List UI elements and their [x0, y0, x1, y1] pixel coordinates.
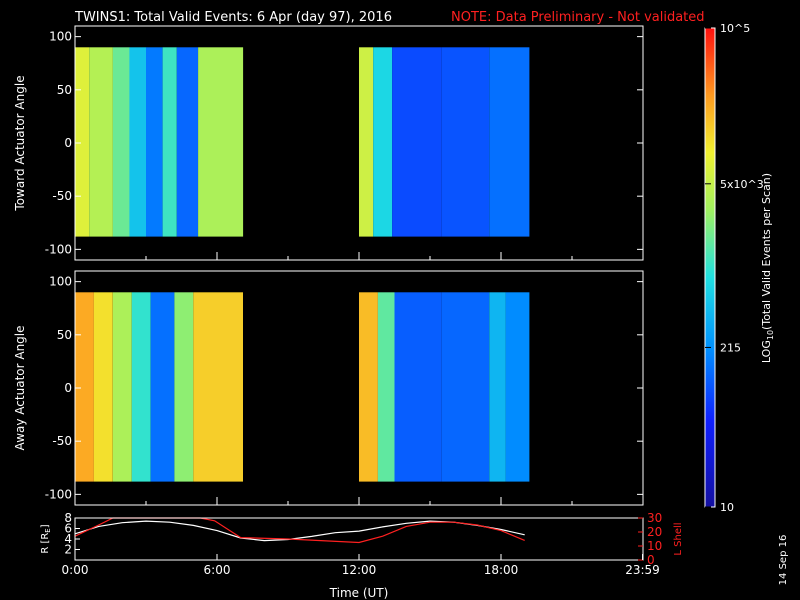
- colorbar-tick-label: 10: [720, 501, 734, 514]
- r-tick-label: 4: [64, 532, 72, 546]
- away-y-ticks: 100 50 0 -50 -100: [45, 275, 644, 505]
- heatmap-cell: [75, 292, 94, 482]
- heatmap-cell: [394, 292, 442, 482]
- heatmap-cell: [373, 47, 393, 237]
- ephemeris-lines: [74, 517, 525, 544]
- heatmap-cell: [359, 47, 374, 237]
- time-axis-ticks: 0:00 6:00 12:00 18:00 23:59: [62, 554, 660, 577]
- r-tick-label: 8: [64, 511, 72, 525]
- lshell-tick-label: 20: [647, 525, 662, 539]
- toward-heatmap-cells: [75, 47, 530, 237]
- heatmap-cell: [198, 47, 244, 237]
- y-tick-label: 50: [57, 328, 72, 342]
- y-tick-label: 0: [64, 381, 72, 395]
- heatmap-cell: [150, 292, 175, 482]
- y-tick-label: 0: [64, 136, 72, 150]
- colorbar-ticks: 10^5 5x10^3 215 10: [705, 22, 764, 514]
- ephemeris-panel-frame: [74, 517, 644, 561]
- toward-y-label: Toward Actuator Angle: [13, 75, 27, 211]
- heatmap-cell: [112, 292, 132, 482]
- colorbar-label: LOG10(Total Valid Events per Scan): [760, 173, 775, 363]
- away-y-label: Away Actuator Angle: [13, 325, 27, 450]
- y-tick-label: 100: [49, 30, 72, 44]
- heatmap-cell: [441, 292, 490, 482]
- preliminary-note: NOTE: Data Preliminary - Not validated: [451, 10, 705, 25]
- time-tick-label: 0:00: [62, 563, 89, 577]
- heatmap-cell: [392, 47, 442, 237]
- y-tick-label: -50: [52, 189, 72, 203]
- time-tick-label: 18:00: [484, 563, 519, 577]
- lshell-tick-label: 10: [647, 539, 662, 553]
- y-tick-label: -50: [52, 434, 72, 448]
- y-tick-label: -100: [45, 487, 72, 501]
- lshell-tick-label: 0: [647, 553, 655, 567]
- r-tick-label: 6: [64, 522, 72, 536]
- y-tick-label: 100: [49, 275, 72, 289]
- r-tick-label: 2: [64, 543, 72, 557]
- date-stamp: 14 Sep 16: [778, 535, 789, 586]
- heatmap-cell: [89, 47, 113, 237]
- heatmap-cell: [174, 292, 194, 482]
- heatmap-cell: [75, 47, 90, 237]
- lshell-axis-label: L Shell: [673, 522, 684, 555]
- away-heatmap-panel: 100 50 0 -50 -100 Away Actuator Angle: [13, 270, 644, 506]
- colorbar: 10^5 5x10^3 215 10 LOG10(Total Valid Events…: [704, 22, 775, 514]
- heatmap-cell: [93, 292, 113, 482]
- heatmap-cell: [176, 47, 199, 237]
- heatmap-cell: [441, 47, 490, 237]
- toward-heatmap-panel: 100 50 0 -50 -100 Toward Actuator Angle: [13, 25, 644, 261]
- r-series-line: [74, 520, 525, 542]
- time-tick-label: 6:00: [204, 563, 231, 577]
- colorbar-gradient: [704, 27, 716, 508]
- y-tick-label: 50: [57, 83, 72, 97]
- heatmap-cell: [146, 47, 163, 237]
- heatmap-cell: [162, 47, 177, 237]
- heatmap-cell: [377, 292, 395, 482]
- y-tick-label: -100: [45, 242, 72, 256]
- time-tick-label: 12:00: [342, 563, 377, 577]
- r-axis-label: R [RE]: [40, 524, 52, 553]
- heatmap-cell: [505, 292, 530, 482]
- time-axis-label: Time (UT): [329, 586, 389, 600]
- heatmap-cell: [359, 292, 378, 482]
- heatmap-cell: [112, 47, 130, 237]
- heatmap-cell: [489, 47, 530, 237]
- colorbar-tick-label: 10^5: [720, 22, 750, 35]
- lshell-tick-label: 30: [647, 511, 662, 525]
- heatmap-cell: [193, 292, 243, 482]
- colorbar-tick-label: 5x10^3: [720, 178, 764, 191]
- heatmap-cell: [131, 292, 151, 482]
- time-tick-label: 23:59: [625, 563, 660, 577]
- heatmap-cell: [489, 292, 506, 482]
- away-heatmap-cells: [75, 292, 530, 482]
- heatmap-cell: [129, 47, 146, 237]
- colorbar-tick-label: 215: [720, 341, 741, 354]
- chart-title: TWINS1: Total Valid Events: 6 Apr (day 9…: [74, 10, 392, 25]
- toward-y-ticks: 100 50 0 -50 -100: [45, 30, 644, 260]
